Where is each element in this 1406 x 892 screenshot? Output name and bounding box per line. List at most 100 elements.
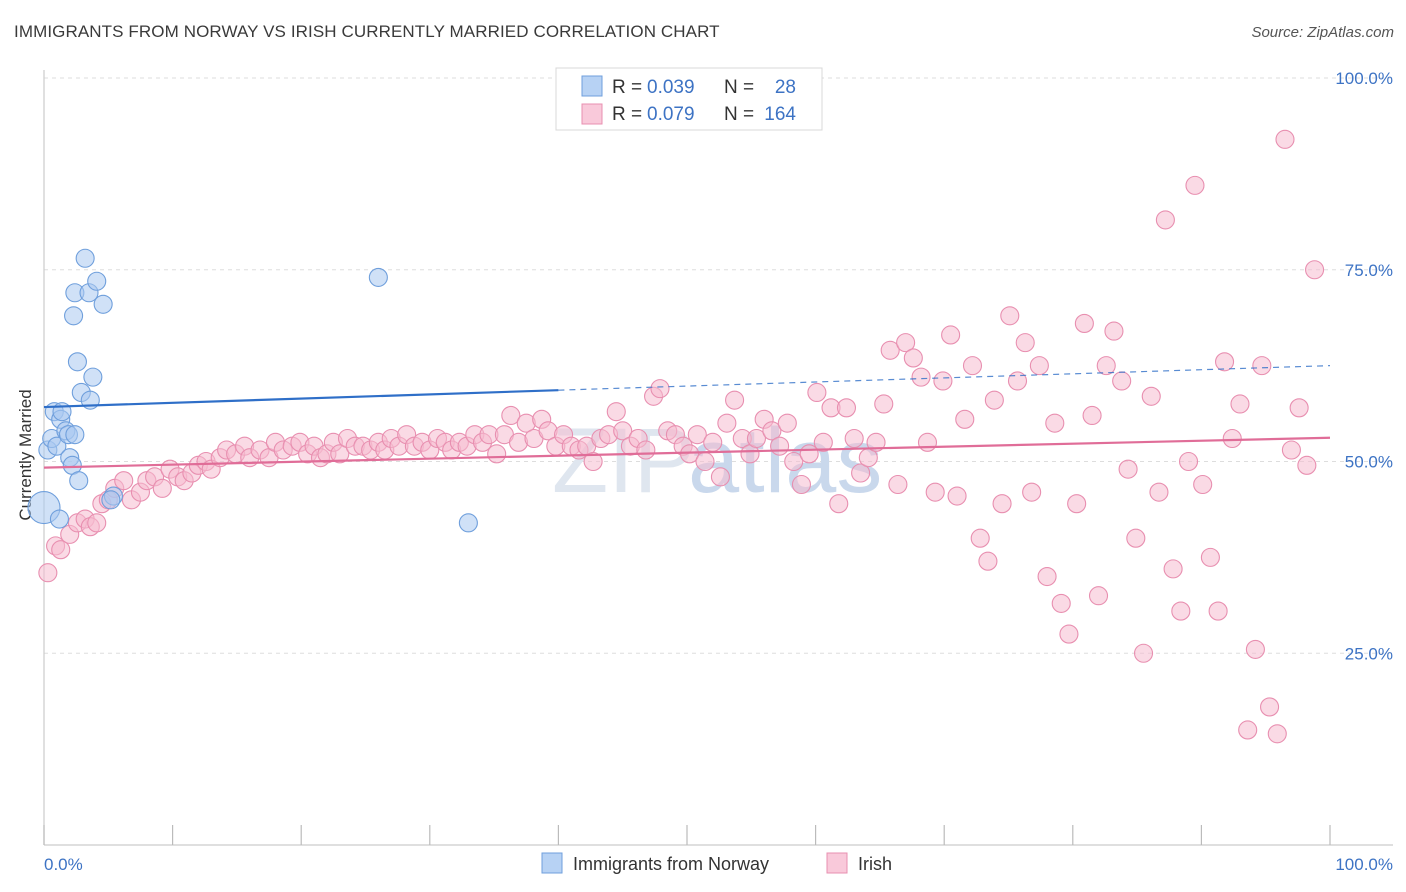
- irish-point: [903, 348, 923, 368]
- irish-point: [1088, 586, 1109, 606]
- irish-point: [925, 482, 945, 502]
- irish-point: [784, 451, 804, 472]
- irish-point: [1178, 451, 1199, 472]
- irish-point: [613, 421, 633, 441]
- irish-r-label: R =: [612, 104, 642, 125]
- norway-point: [93, 294, 113, 314]
- x-tick-label-100: 100.0%: [1335, 855, 1393, 874]
- norway-point: [47, 436, 67, 456]
- irish-point: [87, 513, 107, 533]
- norway-points: [27, 248, 478, 533]
- irish-r-value: 0.079: [647, 104, 695, 125]
- irish-point: [1281, 440, 1301, 460]
- irish-point: [970, 528, 990, 548]
- irish-point: [955, 409, 975, 429]
- irish-point: [933, 371, 953, 391]
- irish-point: [1074, 313, 1094, 333]
- irish-point: [1214, 352, 1235, 372]
- norway-r-value: 0.039: [647, 77, 695, 98]
- irish-point: [746, 428, 766, 449]
- irish-point: [687, 425, 707, 445]
- irish-point: [1200, 547, 1220, 567]
- norway-trend-line: [43, 389, 559, 409]
- irish-point: [984, 390, 1004, 410]
- irish-point: [1289, 398, 1309, 418]
- irish-point: [866, 432, 886, 452]
- irish-point: [992, 494, 1012, 514]
- x-tick-label-0: 0.0%: [44, 855, 83, 874]
- irish-point: [1238, 720, 1258, 740]
- irish-point: [501, 405, 521, 426]
- irish-point: [1252, 356, 1272, 376]
- irish-point: [1126, 528, 1146, 548]
- irish-point: [51, 540, 71, 560]
- irish-point: [38, 563, 58, 583]
- irish-point: [1267, 724, 1287, 744]
- y-tick-label-75: 75.0%: [1345, 261, 1393, 280]
- norway-point: [64, 306, 84, 326]
- irish-n-label: N =: [724, 104, 754, 125]
- irish-n-value: 164: [764, 104, 796, 125]
- irish-point: [836, 398, 857, 418]
- irish-point: [1230, 394, 1250, 414]
- norway-point: [101, 490, 121, 510]
- irish-point: [1171, 601, 1191, 621]
- irish-point: [1022, 482, 1042, 502]
- irish-point: [911, 367, 931, 387]
- irish-point: [880, 340, 900, 360]
- irish-point: [947, 486, 967, 506]
- irish-point: [1096, 356, 1116, 376]
- irish-point: [770, 436, 790, 456]
- irish-point: [703, 432, 723, 452]
- irish-point: [1007, 371, 1028, 391]
- irish-point: [487, 444, 507, 464]
- irish-point: [1037, 566, 1057, 587]
- norway-point: [458, 513, 478, 533]
- irish-point: [896, 333, 916, 353]
- norway-point: [368, 267, 388, 287]
- irish-point: [888, 474, 908, 495]
- irish-point: [813, 432, 833, 452]
- irish-point: [1275, 129, 1295, 149]
- irish-point: [1193, 474, 1213, 495]
- irish-point: [1155, 210, 1175, 230]
- irish-point: [777, 413, 797, 433]
- irish-legend-swatch: [581, 103, 603, 125]
- irish-series-label: Irish: [858, 854, 892, 874]
- irish-point: [762, 421, 782, 441]
- irish-point: [1141, 386, 1161, 406]
- norway-point: [49, 509, 69, 529]
- stats-legend: R = 0.039 N = 28 R = 0.079 N = 164: [555, 67, 823, 131]
- irish-point: [1059, 624, 1079, 644]
- irish-point: [583, 451, 603, 472]
- irish-point: [851, 463, 871, 483]
- norway-legend-swatch: [581, 75, 603, 97]
- irish-point: [1029, 356, 1049, 376]
- irish-point: [725, 390, 745, 410]
- grid-lines: [44, 77, 1393, 654]
- norway-series-swatch: [541, 852, 563, 874]
- norway-point: [65, 425, 85, 445]
- irish-point: [152, 478, 172, 498]
- source-label: Source: ZipAtlas.com: [1251, 24, 1394, 41]
- irish-point: [791, 474, 812, 495]
- irish-point: [1045, 413, 1065, 433]
- irish-point: [962, 356, 983, 376]
- irish-point: [1067, 494, 1087, 514]
- irish-point: [1104, 321, 1124, 341]
- irish-point: [710, 467, 730, 487]
- irish-point: [1297, 455, 1317, 475]
- series-legend: Immigrants from Norway Irish: [541, 852, 892, 874]
- irish-point: [941, 325, 961, 345]
- irish-point: [978, 551, 998, 571]
- norway-n-label: N =: [724, 77, 754, 98]
- irish-point: [695, 451, 715, 472]
- trend-lines: [43, 365, 1331, 469]
- irish-point: [829, 494, 849, 514]
- y-tick-label-100: 100.0%: [1335, 69, 1393, 88]
- irish-point: [1118, 459, 1138, 479]
- irish-point: [1163, 559, 1183, 579]
- irish-point: [1222, 428, 1242, 449]
- irish-point: [1245, 639, 1265, 659]
